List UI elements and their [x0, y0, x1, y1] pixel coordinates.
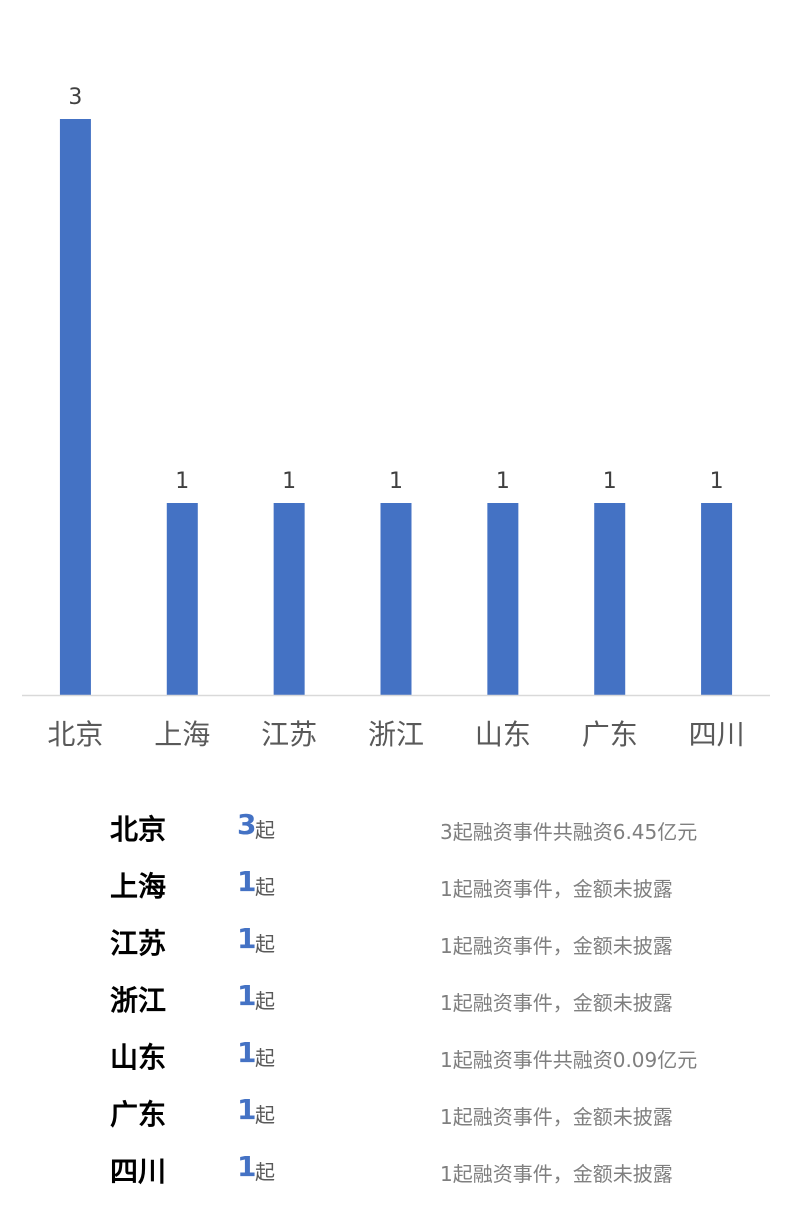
data-label: 1 — [496, 469, 510, 494]
x-tick-label: 上海 — [154, 718, 210, 751]
province-name: 上海 — [110, 870, 167, 903]
bar-山东 — [487, 503, 519, 695]
bar-广东 — [594, 503, 626, 695]
data-label: 1 — [282, 469, 296, 494]
count-unit: 起 — [255, 1103, 275, 1127]
x-tick-label: 四川 — [689, 718, 745, 751]
x-tick-label: 山东 — [475, 718, 531, 751]
province-name: 四川 — [110, 1155, 167, 1188]
data-label: 1 — [603, 469, 617, 494]
x-tick-label: 广东 — [582, 718, 638, 751]
data-labels-group: 3 1 1 1 1 1 1 — [68, 85, 723, 494]
table-row: 北京 3 起 3起融资事件共融资6.45亿元 — [0, 800, 794, 857]
table-row: 山东 1 起 1起融资事件共融资0.09亿元 — [0, 1028, 794, 1085]
table-row: 广东 1 起 1起融资事件，金额未披露 — [0, 1085, 794, 1142]
count-unit: 起 — [255, 875, 275, 899]
event-description: 1起融资事件，金额未披露 — [440, 877, 673, 901]
data-label: 1 — [175, 469, 189, 494]
count-unit: 起 — [255, 1046, 275, 1070]
province-name: 山东 — [110, 1041, 167, 1074]
bar-江苏 — [273, 503, 305, 695]
x-tick-labels-group: 北京 上海 江苏 浙江 山东 广东 四川 — [47, 718, 744, 751]
event-count: 1 — [237, 865, 257, 898]
count-unit: 起 — [255, 989, 275, 1013]
table-row: 四川 1 起 1起融资事件，金额未披露 — [0, 1142, 794, 1199]
event-count: 1 — [237, 979, 257, 1012]
event-description: 1起融资事件，金额未披露 — [440, 1162, 673, 1186]
event-count: 1 — [237, 1150, 257, 1183]
event-description: 3起融资事件共融资6.45亿元 — [440, 820, 698, 844]
table-row: 浙江 1 起 1起融资事件，金额未披露 — [0, 971, 794, 1028]
count-unit: 起 — [255, 932, 275, 956]
bars-group — [59, 119, 733, 695]
x-tick-label: 浙江 — [368, 718, 424, 751]
count-unit: 起 — [255, 1160, 275, 1184]
province-name: 北京 — [110, 813, 167, 846]
data-label: 1 — [389, 469, 403, 494]
event-description: 1起融资事件，金额未披露 — [440, 1105, 673, 1129]
bar-chart: 3 1 1 1 1 1 1 北京 上海 江苏 浙江 山东 广东 四川 — [22, 85, 770, 751]
event-count: 3 — [237, 808, 257, 841]
bar-浙江 — [380, 503, 412, 695]
table-row: 上海 1 起 1起融资事件，金额未披露 — [0, 857, 794, 914]
x-tick-label: 北京 — [47, 718, 103, 751]
count-unit: 起 — [255, 818, 275, 842]
province-name: 江苏 — [110, 927, 167, 960]
event-description: 1起融资事件，金额未披露 — [440, 991, 673, 1015]
event-description: 1起融资事件，金额未披露 — [440, 934, 673, 958]
province-name: 广东 — [110, 1098, 167, 1131]
bar-北京 — [59, 119, 91, 695]
event-count: 1 — [237, 1036, 257, 1069]
data-label: 3 — [68, 85, 82, 110]
bar-上海 — [166, 503, 198, 695]
data-label: 1 — [710, 469, 724, 494]
bar-四川 — [701, 503, 733, 695]
event-count: 1 — [237, 1093, 257, 1126]
event-count: 1 — [237, 922, 257, 955]
province-name: 浙江 — [110, 984, 167, 1017]
table-row: 江苏 1 起 1起融资事件，金额未披露 — [0, 914, 794, 971]
event-description: 1起融资事件共融资0.09亿元 — [440, 1048, 698, 1072]
x-tick-label: 江苏 — [261, 718, 317, 751]
